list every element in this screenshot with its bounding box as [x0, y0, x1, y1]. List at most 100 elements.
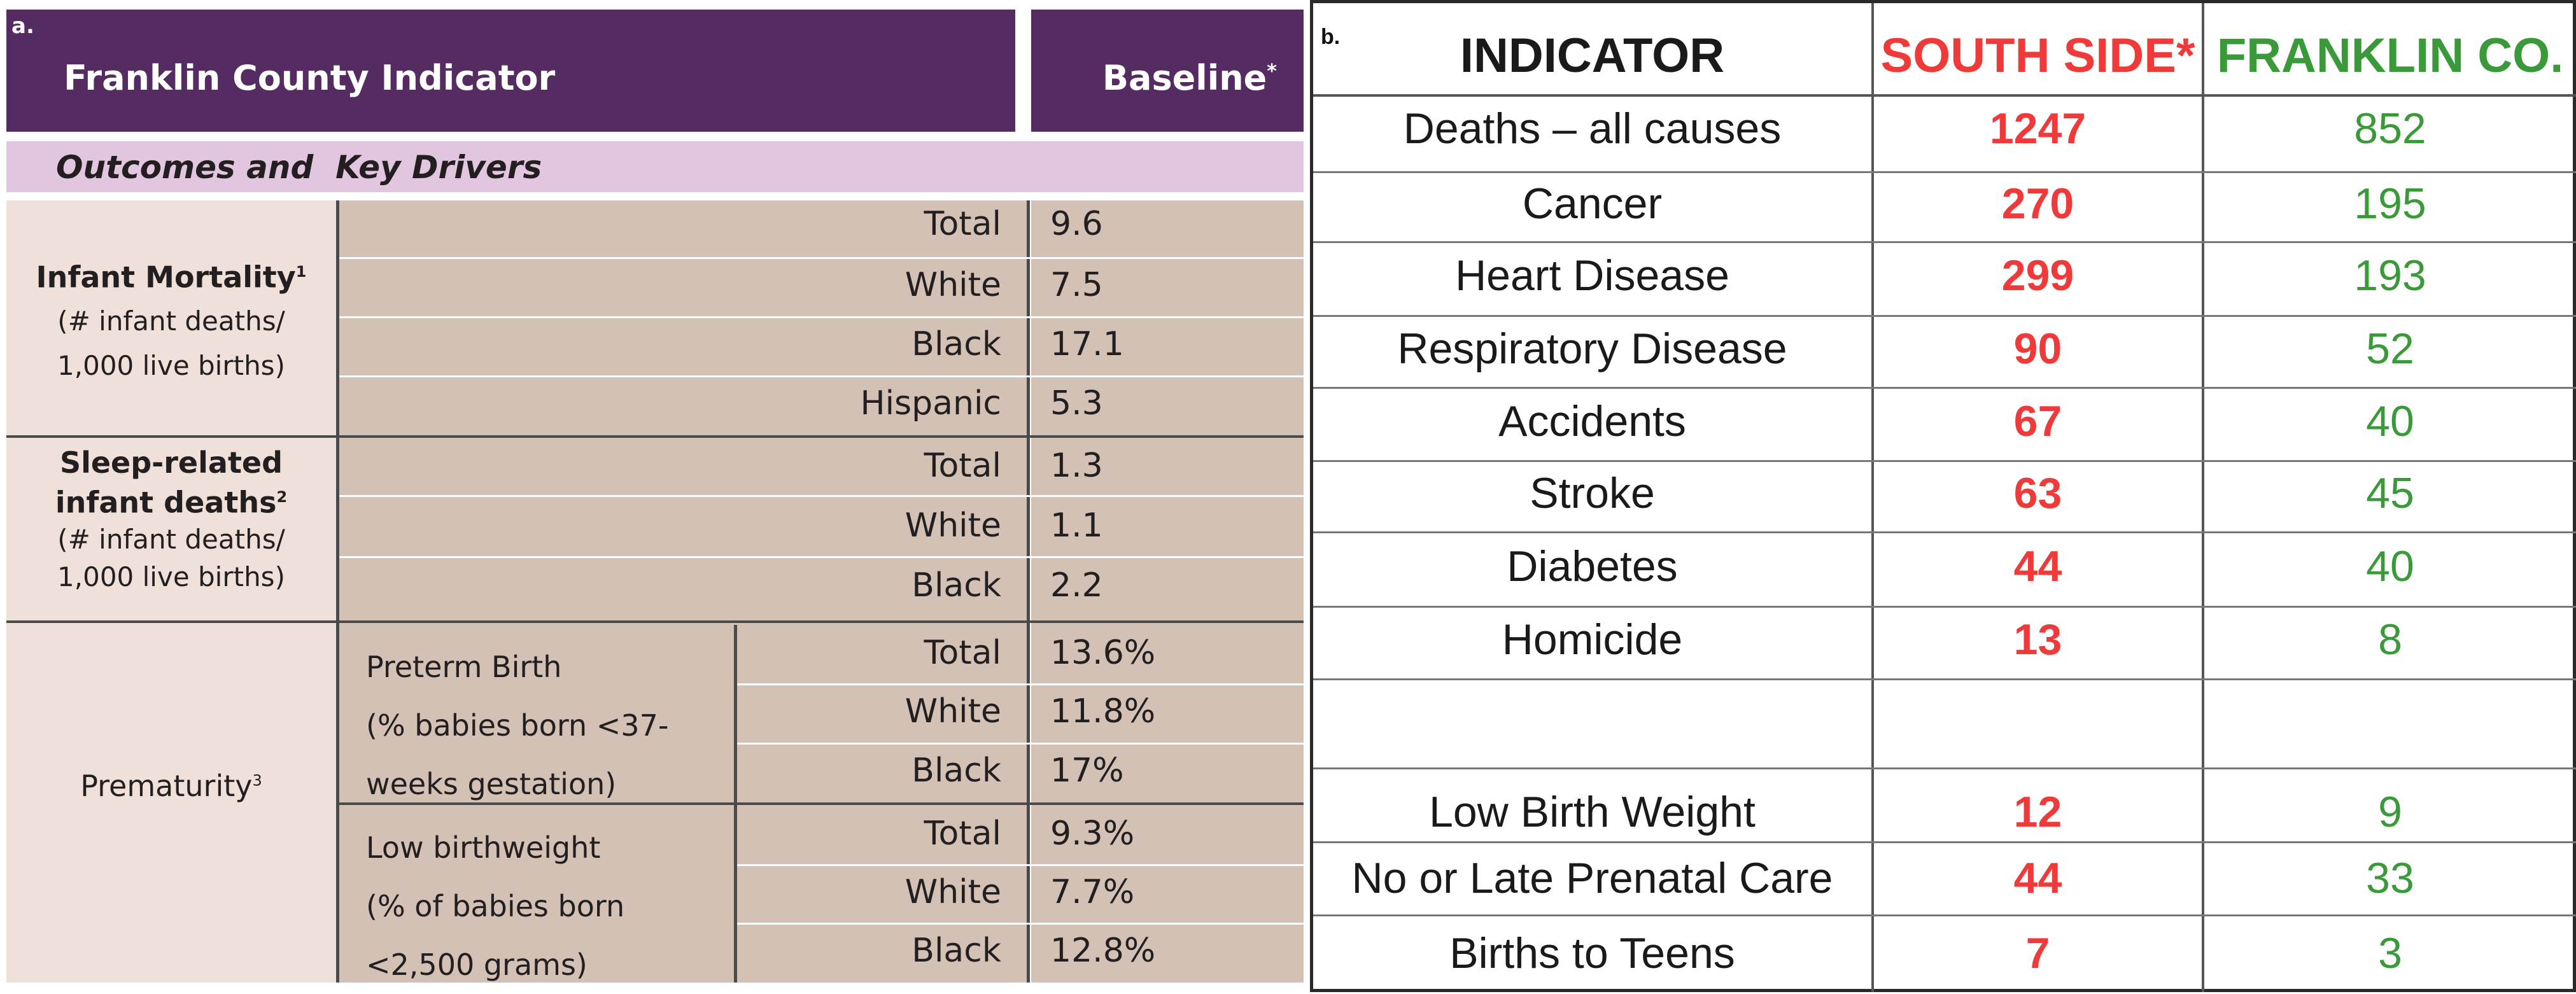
- sleep-related-label: Sleep-related infant deaths2 (# infant d…: [55, 445, 288, 593]
- category-label: Total: [924, 447, 1001, 485]
- row-separator: [1313, 606, 2576, 608]
- row-separator: [737, 743, 1304, 745]
- south-side-value: 1247: [1989, 104, 2087, 153]
- south-side-value: [1874, 678, 2202, 767]
- franklin-co-value: [2204, 678, 2576, 767]
- indicator-cell: Accidents: [1498, 396, 1686, 445]
- header-baseline-title: Baseline*: [1102, 58, 1277, 98]
- baseline-value: 7.5: [1050, 266, 1103, 304]
- south-side-value: 44: [2013, 853, 2062, 902]
- panel-b: b. INDICATOR SOUTH SIDE* FRANKLIN CO. De…: [1310, 0, 2576, 992]
- prematurity-label-column: [6, 625, 336, 983]
- header-franklin-co: FRANKLIN CO.: [2216, 28, 2564, 83]
- category-label: Black: [911, 325, 1001, 363]
- divider-vertical-left: [336, 200, 339, 983]
- divider-vertical-value: [1027, 200, 1030, 983]
- header-indicator-cell: a. Franklin County Indicator: [6, 10, 1015, 132]
- row-separator: [1313, 387, 2576, 389]
- south-side-value: 270: [2001, 179, 2074, 228]
- category-label: Black: [911, 566, 1001, 605]
- infant-mortality-label: Infant Mortality1 (# infant deaths/ 1,00…: [36, 260, 307, 382]
- franklin-co-value: 852: [2354, 104, 2426, 153]
- category-label: Total: [924, 634, 1001, 672]
- row-separator: [1313, 531, 2576, 533]
- south-side-value: 90: [2013, 324, 2062, 373]
- row-separator: [339, 257, 1304, 259]
- indicator-cell: Low Birth Weight: [1429, 788, 1756, 836]
- indicator-cell: Homicide: [1502, 615, 1683, 664]
- row-separator: [737, 923, 1304, 925]
- value-column: [1031, 200, 1304, 983]
- group-separator-2: [6, 620, 1304, 623]
- franklin-co-value: 193: [2354, 251, 2426, 300]
- row-separator: [339, 556, 1304, 558]
- indicator-cell: Cancer: [1522, 179, 1663, 228]
- south-side-value: 7: [2025, 929, 2050, 977]
- subgroup-separator: [339, 802, 1304, 805]
- row-separator: [339, 375, 1304, 377]
- category-label: Hispanic: [860, 384, 1001, 423]
- row-separator: [1313, 315, 2576, 317]
- category-label: White: [904, 692, 1001, 731]
- row-separator: [339, 316, 1304, 318]
- header-separator: [1313, 94, 2576, 97]
- franklin-co-value: 195: [2354, 179, 2426, 228]
- row-separator: [1313, 914, 2576, 916]
- row-separator: [1313, 171, 2576, 173]
- row-separator: [737, 683, 1304, 685]
- south-side-value: 13: [2013, 615, 2062, 664]
- franklin-co-value: 3: [2378, 929, 2402, 977]
- col-divider-2: [2202, 3, 2204, 992]
- category-label: White: [904, 266, 1001, 304]
- baseline-value: 1.1: [1050, 507, 1103, 545]
- panel-b-label: b.: [1321, 25, 1341, 49]
- row-separator: [1313, 241, 2576, 243]
- row-separator: [1313, 678, 2576, 680]
- indicator-cell: Stroke: [1530, 469, 1655, 517]
- header-baseline-cell: Baseline*: [1031, 10, 1304, 132]
- baseline-value: 7.7%: [1050, 873, 1135, 911]
- low-birthweight-description: Low birthweight (% of babies born <2,500…: [366, 830, 625, 982]
- header-indicator: INDICATOR: [1460, 28, 1725, 83]
- panel-a: a. Franklin County Indicator Baseline* O…: [6, 10, 1304, 983]
- franklin-co-value: 52: [2366, 324, 2414, 373]
- indicator-cell: [1313, 678, 1871, 767]
- section-title: Outcomes and Key Drivers: [56, 149, 542, 186]
- category-label: Black: [911, 932, 1001, 970]
- indicator-cell: No or Late Prenatal Care: [1351, 853, 1833, 902]
- franklin-co-value: 45: [2366, 469, 2414, 517]
- prematurity-label: Prematurity3: [80, 769, 262, 803]
- baseline-value: 13.6%: [1050, 634, 1156, 672]
- franklin-co-value: 40: [2366, 542, 2414, 591]
- south-side-value: 12: [2013, 788, 2062, 836]
- franklin-co-value: 40: [2366, 396, 2414, 445]
- row-separator: [1313, 460, 2576, 462]
- south-side-value: 299: [2001, 251, 2074, 300]
- indicator-cell: Respiratory Disease: [1397, 324, 1787, 373]
- south-side-value: 44: [2013, 542, 2062, 591]
- indicator-cell: Births to Teens: [1449, 929, 1735, 977]
- baseline-value: 9.3%: [1050, 815, 1135, 853]
- baseline-value: 1.3: [1050, 447, 1103, 485]
- row-separator: [737, 864, 1304, 866]
- category-label: Total: [924, 205, 1001, 243]
- baseline-value: 17.1: [1050, 325, 1124, 363]
- baseline-value: 5.3: [1050, 384, 1103, 423]
- baseline-value: 17%: [1050, 752, 1124, 790]
- preterm-birth-description: Preterm Birth (% babies born <37- weeks …: [366, 650, 669, 801]
- franklin-co-value: 33: [2366, 853, 2414, 902]
- section-title-bar: Outcomes and Key Drivers: [6, 141, 1304, 192]
- row-separator: [339, 495, 1304, 497]
- indicator-cell: Deaths – all causes: [1403, 104, 1782, 153]
- category-column: [339, 200, 1028, 983]
- south-side-value: 67: [2013, 396, 2062, 445]
- franklin-co-value: 9: [2378, 788, 2402, 836]
- col-divider-1: [1871, 3, 1874, 992]
- category-label: Black: [911, 752, 1001, 790]
- baseline-value: 2.2: [1050, 566, 1103, 605]
- header-south-side: SOUTH SIDE*: [1880, 28, 2195, 83]
- baseline-value: 11.8%: [1050, 692, 1156, 731]
- indicator-cell: Heart Disease: [1455, 251, 1729, 300]
- row-separator: [1313, 841, 2576, 843]
- south-side-value: 63: [2013, 469, 2062, 517]
